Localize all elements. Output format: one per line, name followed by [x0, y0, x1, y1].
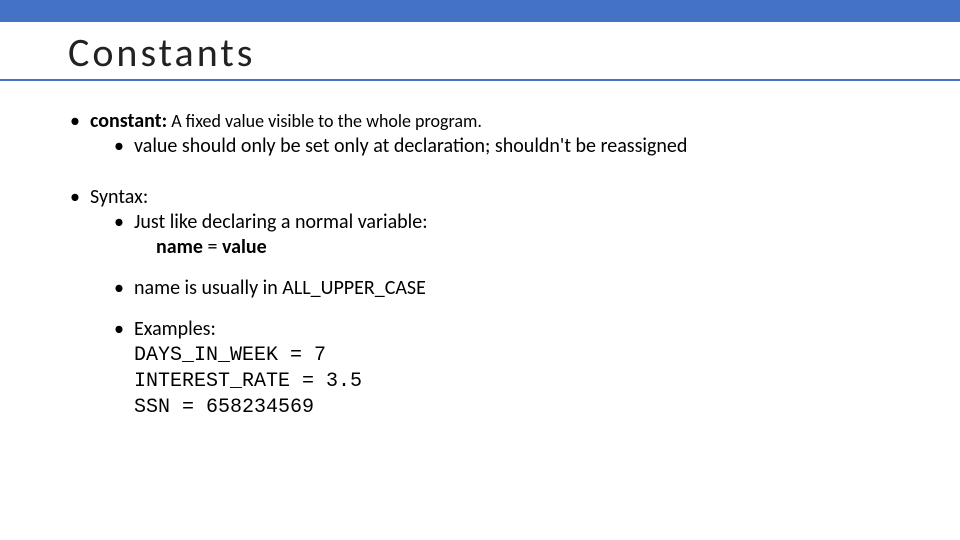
text-declare: Just like declaring a normal variable:	[134, 210, 428, 234]
syntax-name: name	[156, 235, 203, 259]
header-accent-bar	[0, 0, 960, 22]
bullet-constant: constant: A fixed value visible to the w…	[68, 109, 892, 159]
title-region: Constants	[0, 22, 960, 81]
bullet-syntax-declare: Just like declaring a normal variable: n…	[112, 210, 892, 260]
example-interest: INTEREST_RATE = 3.5	[134, 370, 362, 393]
bullet-constant-rule: value should only be set only at declara…	[112, 134, 892, 159]
slide-title: Constants	[68, 28, 892, 79]
slide-body: constant: A fixed value visible to the w…	[0, 81, 960, 420]
label-examples: Examples:	[134, 317, 216, 341]
example-days: DAYS_IN_WEEK = 7	[134, 344, 326, 367]
bullet-uppercase: name is usually in ALL_UPPER_CASE	[112, 276, 892, 301]
bullet-syntax: Syntax: Just like declaring a normal var…	[68, 185, 892, 420]
syntax-value: value	[222, 235, 267, 259]
syntax-eq: =	[203, 235, 222, 259]
def-constant: A fixed value visible to the whole progr…	[167, 110, 482, 132]
example-ssn: SSN = 658234569	[134, 396, 314, 419]
term-constant: constant:	[90, 109, 167, 133]
label-syntax: Syntax:	[90, 185, 148, 209]
syntax-template: name = value	[156, 235, 892, 260]
bullet-examples: Examples: DAYS_IN_WEEK = 7 INTEREST_RATE…	[112, 317, 892, 420]
